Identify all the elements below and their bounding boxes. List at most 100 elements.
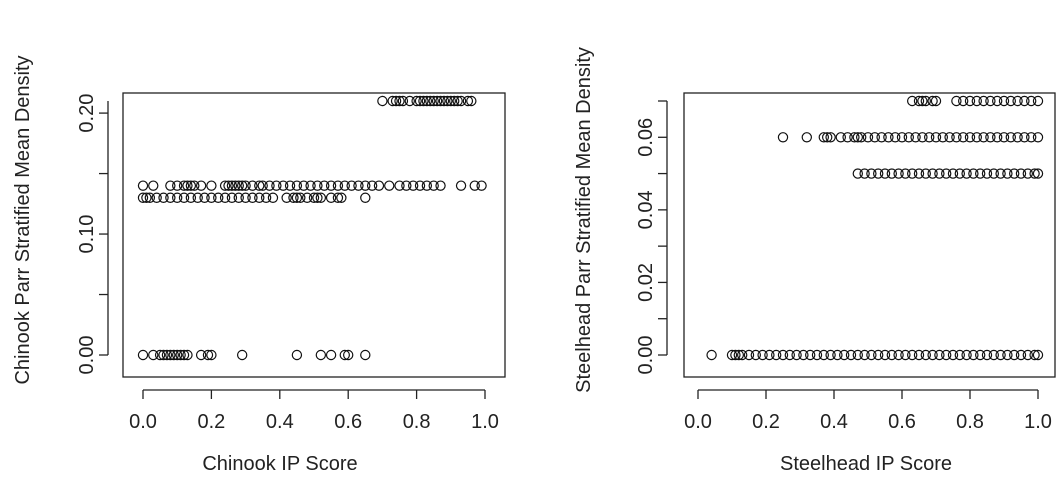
steelhead-data-point (978, 132, 989, 143)
steelhead-x-tick-label: 1.0 (1024, 411, 1052, 433)
chinook-data-point (137, 180, 149, 191)
steelhead-data-point (958, 132, 969, 143)
steelhead-data-point (907, 349, 918, 361)
chinook-data-point (435, 95, 446, 107)
chinook-data-point (421, 95, 433, 107)
steelhead-data-point (1012, 132, 1023, 143)
chinook-data-point (144, 192, 156, 203)
chinook-data-point (445, 95, 456, 107)
chinook-data-point (178, 192, 190, 203)
steelhead-data-point (811, 349, 823, 361)
steelhead-data-point (927, 168, 938, 179)
steelhead-data-point (733, 349, 745, 361)
chinook-data-point (165, 180, 176, 191)
steelhead-data-point (964, 132, 976, 143)
steelhead-data-point (879, 168, 891, 179)
chinook-data-point (428, 95, 439, 107)
chinook-data-point (360, 192, 371, 203)
steelhead-data-point (913, 95, 925, 107)
steelhead-data-point (985, 132, 996, 143)
steelhead-data-point (896, 132, 908, 143)
steelhead-data-point (927, 349, 938, 361)
chinook-data-point (438, 95, 450, 107)
steelhead-data-point (924, 132, 935, 143)
chinook-y-axis-label: Chinook Parr Stratified Mean Density (12, 55, 34, 384)
chinook-data-point (178, 349, 190, 361)
chinook-data-point (360, 180, 371, 191)
chinook-data-point (291, 349, 303, 361)
chinook-data-point (336, 192, 347, 203)
steelhead-data-point (890, 132, 901, 143)
steelhead-data-point (1025, 95, 1037, 107)
steelhead-data-point (1019, 95, 1030, 107)
chinook-data-point (178, 180, 190, 191)
steelhead-data-point (941, 349, 952, 361)
chinook-data-point (455, 95, 467, 107)
chinook-data-point (404, 95, 415, 107)
chinook-x-axis-label: Chinook IP Score (202, 453, 357, 475)
steelhead-data-point (907, 95, 918, 107)
chinook-data-point (425, 95, 436, 107)
steelhead-data-point (1029, 168, 1040, 179)
chinook-data-point (418, 95, 429, 107)
steelhead-data-point (866, 349, 877, 361)
steelhead-data-point (842, 132, 853, 143)
chinook-data-point (346, 180, 357, 191)
steelhead-data-point (992, 95, 1003, 107)
steelhead-data-point (947, 168, 959, 179)
chinook-data-point (206, 349, 217, 361)
chinook-data-point (288, 192, 299, 203)
steelhead-data-point (818, 349, 830, 361)
chinook-data-point (343, 349, 354, 361)
steelhead-data-point (968, 168, 979, 179)
steelhead-data-point (1009, 349, 1020, 361)
steelhead-data-point (1002, 349, 1013, 361)
chinook-data-point (339, 349, 350, 361)
steelhead-data-point (873, 349, 884, 361)
chinook-y-axis: 0.00 0.10 0.20 (76, 94, 109, 374)
steelhead-data-point (981, 349, 993, 361)
chinook-data-point (206, 192, 217, 203)
steelhead-x-axis-label: Steelhead IP Score (780, 453, 952, 475)
steelhead-data-point (964, 95, 976, 107)
steelhead-data-point (995, 168, 1006, 179)
steelhead-y-axis-label: Steelhead Parr Stratified Mean Density (573, 47, 595, 393)
steelhead-data-point (998, 132, 1010, 143)
chinook-data-point (137, 192, 149, 203)
steelhead-data-point (971, 132, 983, 143)
steelhead-x-tick-label: 0.4 (820, 411, 848, 433)
chinook-data-point (165, 349, 176, 361)
chinook-data-point (462, 95, 474, 107)
chinook-data-point (284, 180, 296, 191)
chinook-data-point (387, 95, 398, 107)
chinook-data-point (442, 95, 453, 107)
chinook-data-point (301, 192, 313, 203)
chinook-data-point (171, 180, 183, 191)
chinook-data-point (137, 349, 149, 361)
chinook-data-point (407, 180, 419, 191)
chinook-data-point (260, 192, 272, 203)
steelhead-y-tick-label: 0.04 (635, 190, 657, 229)
chinook-x-tick-label: 1.0 (471, 411, 499, 433)
chinook-data-point (240, 180, 251, 191)
chinook-data-point (206, 180, 217, 191)
chinook-data-point (223, 180, 234, 191)
steelhead-data-point (1012, 95, 1023, 107)
steelhead-data-point (927, 95, 938, 107)
chinook-data-point (226, 192, 238, 203)
steelhead-data-point (777, 132, 789, 143)
chinook-points (137, 95, 487, 361)
chinook-y-tick-label: 0.10 (76, 215, 98, 254)
chinook-data-point (171, 192, 183, 203)
steelhead-data-point (825, 349, 836, 361)
steelhead-data-point (958, 95, 969, 107)
steelhead-data-point (944, 132, 955, 143)
chinook-data-point (476, 180, 487, 191)
steelhead-x-tick-label: 0.8 (956, 411, 984, 433)
chinook-data-point (281, 192, 292, 203)
chinook-data-point (158, 192, 169, 203)
steelhead-data-point (852, 349, 864, 361)
chinook-data-point (141, 192, 152, 203)
